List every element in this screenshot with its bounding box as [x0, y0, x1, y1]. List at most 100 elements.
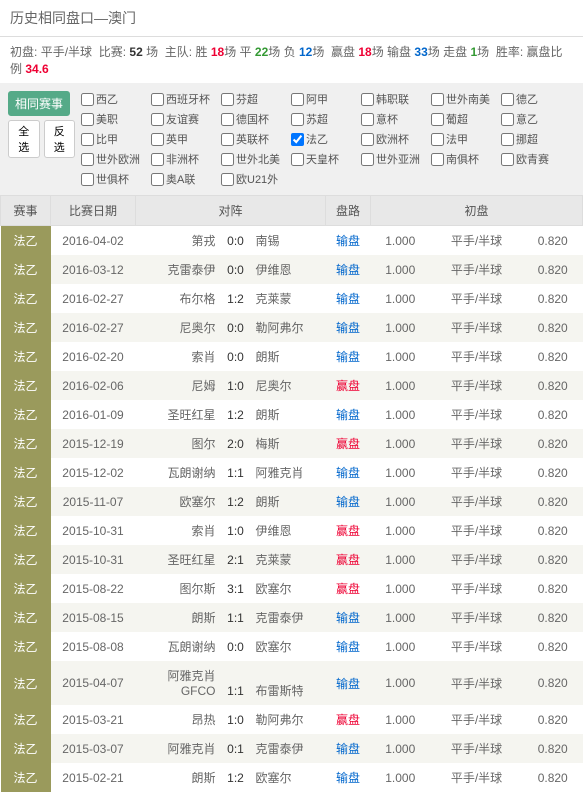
league-checkbox[interactable]: 挪超 [501, 129, 571, 149]
checkbox-input[interactable] [81, 173, 94, 186]
checkbox-input[interactable] [221, 93, 234, 106]
league-name: 非洲杯 [166, 151, 199, 167]
league-checkbox[interactable]: 意杯 [361, 109, 431, 129]
checkbox-input[interactable] [361, 153, 374, 166]
away-team: 克莱蒙 [256, 290, 316, 307]
checkbox-input[interactable] [151, 93, 164, 106]
league-checkbox[interactable]: 法乙 [291, 129, 361, 149]
checkbox-input[interactable] [431, 153, 444, 166]
checkbox-input[interactable] [221, 133, 234, 146]
checkbox-input[interactable] [361, 113, 374, 126]
checkbox-input[interactable] [501, 93, 514, 106]
odds1: 1.000 [371, 400, 431, 429]
checkbox-input[interactable] [361, 93, 374, 106]
filter-buttons: 相同赛事 全选 反选 [4, 87, 79, 191]
league-checkbox[interactable]: 韩职联 [361, 89, 431, 109]
league-checkbox[interactable]: 奥A联 [151, 169, 221, 189]
league-checkbox[interactable]: 法甲 [431, 129, 501, 149]
checkbox-input[interactable] [501, 113, 514, 126]
league-name: 友谊赛 [166, 111, 199, 127]
same-match-button[interactable]: 相同赛事 [8, 91, 70, 116]
away-team: 克莱蒙 [256, 551, 316, 568]
select-all-button[interactable]: 全选 [8, 120, 40, 158]
odds2: 0.820 [523, 632, 583, 661]
league-checkbox[interactable]: 天皇杯 [291, 149, 361, 169]
checkbox-input[interactable] [431, 93, 444, 106]
league-checkbox[interactable]: 苏超 [291, 109, 361, 129]
league-checkbox[interactable]: 友谊赛 [151, 109, 221, 129]
th-odds: 初盘 [371, 196, 583, 226]
odds2: 0.820 [523, 458, 583, 487]
checkbox-input[interactable] [81, 153, 94, 166]
league-checkbox[interactable]: 欧青赛 [501, 149, 571, 169]
checkbox-input[interactable] [151, 133, 164, 146]
checkbox-input[interactable] [151, 173, 164, 186]
home-team: 图尔 [146, 435, 216, 452]
league-checkbox[interactable]: 德国杯 [221, 109, 291, 129]
table-row: 法乙2015-12-02瓦朗谢纳1:1阿雅克肖输盘1.000平手/半球0.820 [1, 458, 583, 487]
league-checkbox[interactable]: 非洲杯 [151, 149, 221, 169]
match-cell: 瓦朗谢纳1:1阿雅克肖 [136, 458, 326, 487]
league-checkbox[interactable]: 世俱杯 [81, 169, 151, 189]
checkbox-input[interactable] [291, 153, 304, 166]
league-checkbox[interactable]: 芬超 [221, 89, 291, 109]
odds2: 0.820 [523, 226, 583, 256]
home-team: 瓦朗谢纳 [146, 464, 216, 481]
league-checkbox[interactable]: 英甲 [151, 129, 221, 149]
checkbox-input[interactable] [501, 133, 514, 146]
checkbox-input[interactable] [431, 133, 444, 146]
checkbox-input[interactable] [361, 133, 374, 146]
odds1: 1.000 [371, 574, 431, 603]
league-checkbox[interactable]: 德乙 [501, 89, 571, 109]
league-name: 美职 [96, 111, 118, 127]
result-cell: 输盘 [326, 255, 371, 284]
checkbox-input[interactable] [221, 173, 234, 186]
checkbox-input[interactable] [221, 113, 234, 126]
lose-count: 12 [299, 45, 312, 59]
league-checkbox[interactable]: 西乙 [81, 89, 151, 109]
checkbox-input[interactable] [81, 113, 94, 126]
away-team: 朗斯 [256, 493, 316, 510]
league-checkbox[interactable]: 南俱杯 [431, 149, 501, 169]
match-cell: 圣旺红星1:2朗斯 [136, 400, 326, 429]
league-checkbox[interactable]: 葡超 [431, 109, 501, 129]
table-row: 法乙2016-04-02第戎0:0南锡输盘1.000平手/半球0.820 [1, 226, 583, 256]
league-name: 欧青赛 [516, 151, 549, 167]
checkbox-input[interactable] [81, 93, 94, 106]
league-checkbox[interactable]: 阿甲 [291, 89, 361, 109]
score: 0:0 [216, 640, 256, 654]
league-name: 世外北美 [236, 151, 280, 167]
checkbox-input[interactable] [221, 153, 234, 166]
league-checkbox[interactable]: 西班牙杯 [151, 89, 221, 109]
league-checkbox[interactable]: 美职 [81, 109, 151, 129]
home-team: 第戎 [146, 232, 216, 249]
league-name: 苏超 [306, 111, 328, 127]
checkbox-input[interactable] [151, 113, 164, 126]
league-checkbox[interactable]: 英联杯 [221, 129, 291, 149]
date-cell: 2015-03-21 [51, 705, 136, 734]
league-checkbox[interactable]: 世外南美 [431, 89, 501, 109]
odds1: 1.000 [371, 226, 431, 256]
league-checkbox[interactable]: 世外欧洲 [81, 149, 151, 169]
table-row: 法乙2015-08-15朗斯1:1克雷泰伊输盘1.000平手/半球0.820 [1, 603, 583, 632]
checkbox-input[interactable] [501, 153, 514, 166]
checkbox-input[interactable] [81, 133, 94, 146]
league-checkbox[interactable]: 世外北美 [221, 149, 291, 169]
table-row: 法乙2015-04-07阿雅克肖GFCO1:1布雷斯特输盘1.000平手/半球0… [1, 661, 583, 705]
matches-count: 52 [129, 45, 142, 59]
checkbox-input[interactable] [431, 113, 444, 126]
league-checkbox[interactable]: 欧洲杯 [361, 129, 431, 149]
checkbox-input[interactable] [291, 113, 304, 126]
invert-button[interactable]: 反选 [44, 120, 76, 158]
checkbox-input[interactable] [291, 133, 304, 146]
odds2: 0.820 [523, 284, 583, 313]
league-checkbox[interactable]: 欧U21外 [221, 169, 291, 189]
league-checkbox[interactable]: 意乙 [501, 109, 571, 129]
checkbox-input[interactable] [291, 93, 304, 106]
label: 平 [240, 45, 252, 59]
checkbox-input[interactable] [151, 153, 164, 166]
odds1: 1.000 [371, 632, 431, 661]
league-checkbox[interactable]: 比甲 [81, 129, 151, 149]
league-checkbox[interactable]: 世外亚洲 [361, 149, 431, 169]
odds1: 1.000 [371, 705, 431, 734]
